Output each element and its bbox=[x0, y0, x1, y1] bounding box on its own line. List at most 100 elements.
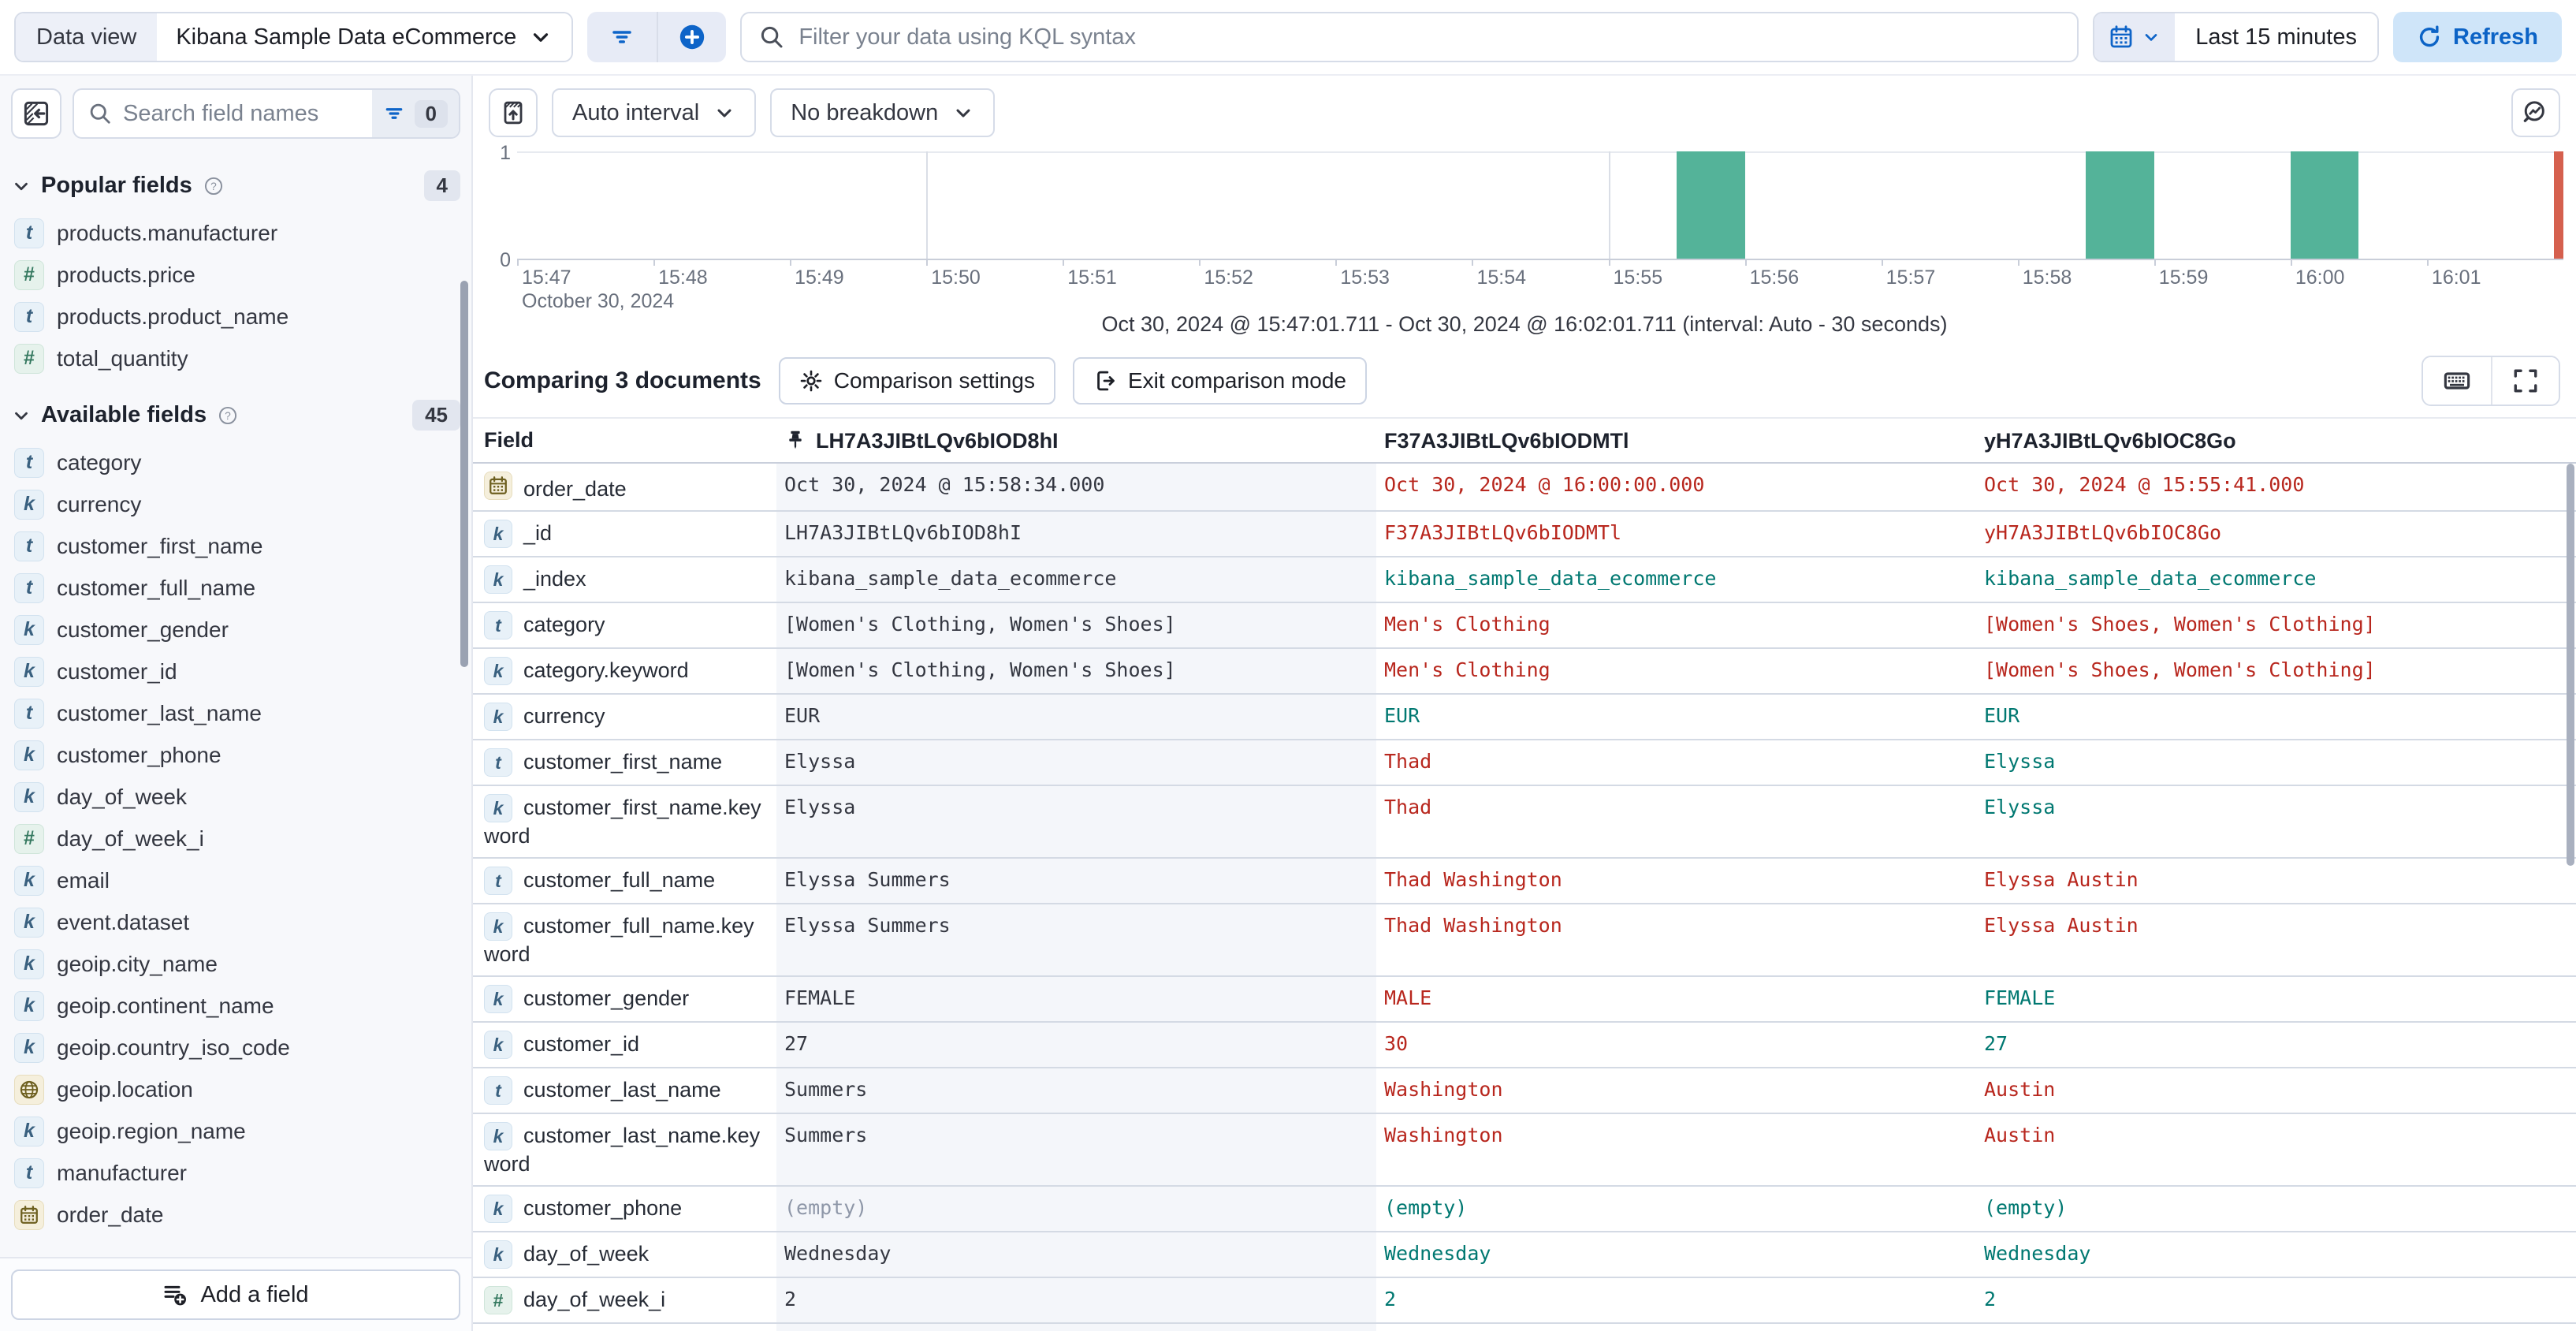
field-section-header[interactable]: Available fields? 45 bbox=[11, 400, 460, 431]
value-cell[interactable]: Wednesday bbox=[1376, 1232, 1976, 1277]
field-filters-addon[interactable]: 0 bbox=[371, 90, 459, 137]
value-cell[interactable]: Elyssa bbox=[1976, 786, 2576, 857]
value-cell[interactable]: Washington bbox=[1376, 1114, 1976, 1185]
field-list-item[interactable]: k event.dataset bbox=[11, 901, 460, 943]
value-cell[interactable]: Elyssa Summers bbox=[776, 859, 1376, 903]
value-cell[interactable]: Men's Clothing bbox=[1376, 649, 1976, 693]
value-cell[interactable]: F37A3JIBtLQv6bIODMTl bbox=[1376, 512, 1976, 556]
exit-comparison-button[interactable]: Exit comparison mode bbox=[1072, 357, 1367, 405]
document-column-header[interactable]: yH7A3JIBtLQv6bIOC8Go bbox=[1976, 419, 2576, 462]
value-cell[interactable]: 30 bbox=[1376, 1023, 1976, 1067]
document-column-header[interactable]: LH7A3JIBtLQv6bIOD8hI bbox=[776, 419, 1376, 462]
value-cell[interactable]: Elyssa bbox=[1976, 740, 2576, 785]
table-scrollbar[interactable] bbox=[2567, 464, 2574, 866]
field-cell[interactable]: order_date bbox=[473, 464, 776, 510]
field-list-item[interactable]: k customer_phone bbox=[11, 734, 460, 776]
hide-chart-button[interactable] bbox=[489, 88, 538, 137]
document-column-header[interactable]: F37A3JIBtLQv6bIODMTl bbox=[1376, 419, 1976, 462]
breakdown-select[interactable]: No breakdown bbox=[770, 88, 996, 137]
histogram-chart[interactable]: 1 0 15:47 15:48 15:49 15:50 15:51 15:52 15:53 1… bbox=[500, 142, 2563, 312]
field-list-item[interactable]: t category bbox=[11, 442, 460, 483]
field-cell[interactable]: t customer_full_name bbox=[473, 859, 776, 903]
value-cell[interactable]: [Women's Shoes, Women's Clothing] bbox=[1976, 649, 2576, 693]
value-cell[interactable]: EUR bbox=[1976, 695, 2576, 739]
value-cell[interactable]: elyssa@austin-family.zzz bbox=[1976, 1324, 2576, 1331]
field-list-item[interactable]: k customer_id bbox=[11, 651, 460, 692]
field-cell[interactable]: t category bbox=[473, 603, 776, 647]
field-cell[interactable]: t customer_last_name bbox=[473, 1068, 776, 1113]
value-cell[interactable]: Wednesday bbox=[776, 1232, 1376, 1277]
chart-plot-area[interactable] bbox=[517, 151, 2563, 260]
value-cell[interactable]: Austin bbox=[1976, 1114, 2576, 1185]
field-cell[interactable]: k customer_last_name.keyword bbox=[473, 1114, 776, 1185]
value-cell[interactable]: (empty) bbox=[1376, 1187, 1976, 1231]
value-cell[interactable]: Oct 30, 2024 @ 16:00:00.000 bbox=[1376, 464, 1976, 510]
field-section-header[interactable]: Popular fields? 4 bbox=[11, 170, 460, 201]
explore-in-lens-button[interactable] bbox=[2511, 88, 2560, 137]
filter-button[interactable] bbox=[587, 12, 657, 62]
field-list-item[interactable]: k day_of_week bbox=[11, 776, 460, 818]
field-list-item[interactable]: k email bbox=[11, 859, 460, 901]
field-list-item[interactable]: t products.product_name bbox=[11, 296, 460, 337]
kql-search-input[interactable]: Filter your data using KQL syntax bbox=[740, 12, 2079, 62]
value-cell[interactable]: Elyssa bbox=[776, 740, 1376, 785]
value-cell[interactable]: kibana_sample_data_ecommerce bbox=[776, 557, 1376, 602]
comparison-settings-button[interactable]: Comparison settings bbox=[778, 357, 1055, 405]
value-cell[interactable]: Elyssa Summers bbox=[776, 904, 1376, 975]
field-list-item[interactable]: geoip.location bbox=[11, 1068, 460, 1110]
field-cell[interactable]: t customer_first_name bbox=[473, 740, 776, 785]
collapse-sidebar-button[interactable] bbox=[11, 88, 61, 139]
field-cell[interactable]: k customer_first_name.keyword bbox=[473, 786, 776, 857]
value-cell[interactable]: 2 bbox=[1976, 1278, 2576, 1322]
value-cell[interactable]: thad@washington-family.zzz bbox=[1376, 1324, 1976, 1331]
value-cell[interactable]: FEMALE bbox=[776, 977, 1376, 1021]
value-cell[interactable]: Summers bbox=[776, 1068, 1376, 1113]
field-list-item[interactable]: # total_quantity bbox=[11, 337, 460, 379]
fullscreen-button[interactable] bbox=[2491, 357, 2559, 405]
value-cell[interactable]: 27 bbox=[1976, 1023, 2576, 1067]
field-list-item[interactable]: k geoip.country_iso_code bbox=[11, 1027, 460, 1068]
value-cell[interactable]: Elyssa bbox=[776, 786, 1376, 857]
value-cell[interactable]: (empty) bbox=[776, 1187, 1376, 1231]
field-list-item[interactable]: order_date bbox=[11, 1194, 460, 1236]
field-list-item[interactable]: t manufacturer bbox=[11, 1152, 460, 1194]
field-list-item[interactable]: k geoip.region_name bbox=[11, 1110, 460, 1152]
value-cell[interactable]: elyssa@summers-family.zzz bbox=[776, 1324, 1376, 1331]
histogram-bar[interactable] bbox=[2290, 151, 2359, 259]
histogram-bar[interactable] bbox=[1677, 151, 1745, 259]
keyboard-shortcuts-button[interactable] bbox=[2423, 357, 2491, 405]
value-cell[interactable]: LH7A3JIBtLQv6bIOD8hI bbox=[776, 512, 1376, 556]
value-cell[interactable]: [Women's Clothing, Women's Shoes] bbox=[776, 603, 1376, 647]
value-cell[interactable]: MALE bbox=[1376, 977, 1976, 1021]
field-list-item[interactable]: k geoip.continent_name bbox=[11, 985, 460, 1027]
data-view-picker[interactable]: Data view Kibana Sample Data eCommerce bbox=[14, 12, 574, 62]
value-cell[interactable]: Wednesday bbox=[1976, 1232, 2576, 1277]
field-cell[interactable]: k day_of_week bbox=[473, 1232, 776, 1277]
value-cell[interactable]: EUR bbox=[1376, 695, 1976, 739]
value-cell[interactable]: Washington bbox=[1376, 1068, 1976, 1113]
field-list-item[interactable]: t customer_first_name bbox=[11, 525, 460, 567]
field-list-item[interactable]: t customer_last_name bbox=[11, 692, 460, 734]
field-cell[interactable]: k _id bbox=[473, 512, 776, 556]
value-cell[interactable]: kibana_sample_data_ecommerce bbox=[1376, 557, 1976, 602]
histogram-bar[interactable] bbox=[2086, 151, 2154, 259]
field-cell[interactable]: k _index bbox=[473, 557, 776, 602]
field-list-item[interactable]: k geoip.city_name bbox=[11, 943, 460, 985]
value-cell[interactable]: yH7A3JIBtLQv6bIOC8Go bbox=[1976, 512, 2576, 556]
field-list-item[interactable]: t customer_full_name bbox=[11, 567, 460, 609]
field-search-input[interactable]: Search field names 0 bbox=[73, 88, 460, 139]
value-cell[interactable]: Oct 30, 2024 @ 15:55:41.000 bbox=[1976, 464, 2576, 510]
value-cell[interactable]: Thad bbox=[1376, 786, 1976, 857]
value-cell[interactable]: FEMALE bbox=[1976, 977, 2576, 1021]
field-list-item[interactable]: # day_of_week_i bbox=[11, 818, 460, 859]
field-cell[interactable]: k customer_phone bbox=[473, 1187, 776, 1231]
value-cell[interactable]: Summers bbox=[776, 1114, 1376, 1185]
field-list-item[interactable]: k currency bbox=[11, 483, 460, 525]
value-cell[interactable]: Men's Clothing bbox=[1376, 603, 1976, 647]
value-cell[interactable]: 27 bbox=[776, 1023, 1376, 1067]
value-cell[interactable]: EUR bbox=[776, 695, 1376, 739]
field-list-item[interactable]: # products.price bbox=[11, 254, 460, 296]
time-range-value[interactable]: Last 15 minutes bbox=[2175, 13, 2377, 61]
value-cell[interactable]: 2 bbox=[776, 1278, 1376, 1322]
